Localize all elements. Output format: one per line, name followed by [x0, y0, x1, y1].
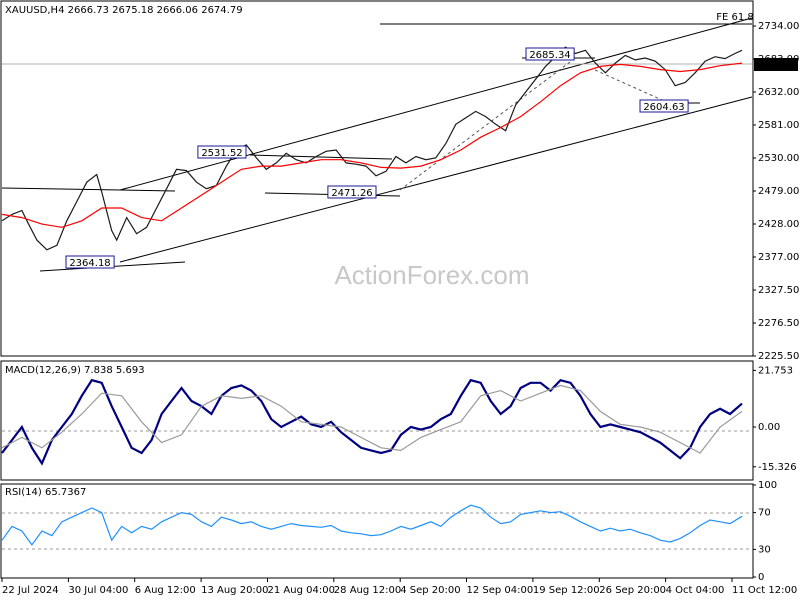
annotation-label: 2531.52	[201, 148, 242, 159]
price-y-tick-label: 2428.00	[758, 219, 799, 230]
current-price-tag	[754, 58, 798, 71]
annotation-label: FE 61.8	[716, 12, 754, 23]
x-tick-label: 21 Aug 04:00	[268, 585, 335, 596]
rsi-title: RSI(14) 65.7367	[5, 487, 86, 498]
price-y-tick-label: 2683.00	[758, 54, 799, 65]
annotation-box	[525, 47, 575, 61]
macd-y-tick-label: -15.326	[758, 462, 797, 473]
x-tick-label: 30 Jul 04:00	[68, 585, 128, 596]
price-y-tick-label: 2479.00	[758, 186, 799, 197]
price-y-tick-label: 2377.00	[758, 252, 799, 263]
x-tick-label: 22 Jul 2024	[2, 585, 59, 596]
x-tick-label: 4 Oct 04:00	[666, 585, 725, 596]
axis-layer: 2734.00 2683.00 2632.00 2581.00 2530.00 2479.…	[1, 21, 799, 596]
price-series-line-0	[1, 46, 743, 251]
macd-series-line-1	[1, 384, 743, 454]
price-y-tick-label: 2734.00	[758, 21, 799, 32]
rsi-panel	[0, 483, 754, 579]
price-y-tick-label: 2581.00	[758, 120, 799, 131]
rsi-y-tick-label: 70	[758, 508, 771, 519]
series-layer	[1, 46, 743, 546]
x-tick-label: 12 Sep 04:00	[467, 585, 534, 596]
x-tick-label: 28 Aug 12:00	[334, 585, 401, 596]
rsi-y-tick-label: 30	[758, 544, 771, 555]
price-y-tick-label: 2632.00	[758, 87, 799, 98]
macd-panel	[0, 360, 754, 481]
macd-series-line-0	[1, 378, 743, 466]
macd-title: MACD(12,26,9) 7.838 5.693	[5, 365, 145, 376]
macd-y-tick-label: 21.753	[758, 365, 793, 376]
x-tick-label: 4 Sep 20:00	[400, 585, 460, 596]
price-title: XAUUSD,H4 2666.73 2675.18 2666.06 2674.7…	[5, 5, 243, 16]
current-price-label: 2674.79	[755, 60, 796, 71]
x-tick-label: 19 Sep 12:00	[533, 585, 600, 596]
rsi-y-tick-label: 100	[758, 480, 777, 491]
price-y-tick-label: 2327.50	[758, 285, 799, 296]
annotation-box	[197, 145, 247, 159]
annotation-label: 2685.34	[529, 50, 570, 61]
price-y-tick-label: 2276.50	[758, 318, 799, 329]
rsi-series-line-0	[1, 504, 743, 546]
price-y-tick-label: 2225.50	[758, 351, 799, 362]
x-tick-label: 11 Oct 12:00	[732, 585, 797, 596]
macd-y-tick-label: 0.00	[758, 422, 780, 433]
price-y-tick-label: 2530.00	[758, 153, 799, 164]
x-tick-label: 26 Sep 20:00	[599, 585, 666, 596]
annotation-label: 2364.18	[69, 258, 110, 269]
annotation-box	[327, 185, 377, 199]
annotation-box	[639, 99, 689, 113]
annotation-label: 2471.26	[331, 188, 372, 199]
rsi-y-tick-label: 0	[758, 572, 764, 583]
x-tick-label: 13 Aug 20:00	[201, 585, 268, 596]
watermark: ActionForex.com	[334, 260, 529, 290]
annotation-label: 2604.63	[643, 102, 684, 113]
price-panel	[0, 0, 754, 357]
price-series-line-1	[1, 62, 743, 228]
x-tick-label: 6 Aug 12:00	[135, 585, 196, 596]
annotation-box	[65, 255, 115, 269]
annotation-layer: 2364.18 2531.52 2471.26 2685.34 2604.63 FE 61…	[65, 12, 798, 269]
